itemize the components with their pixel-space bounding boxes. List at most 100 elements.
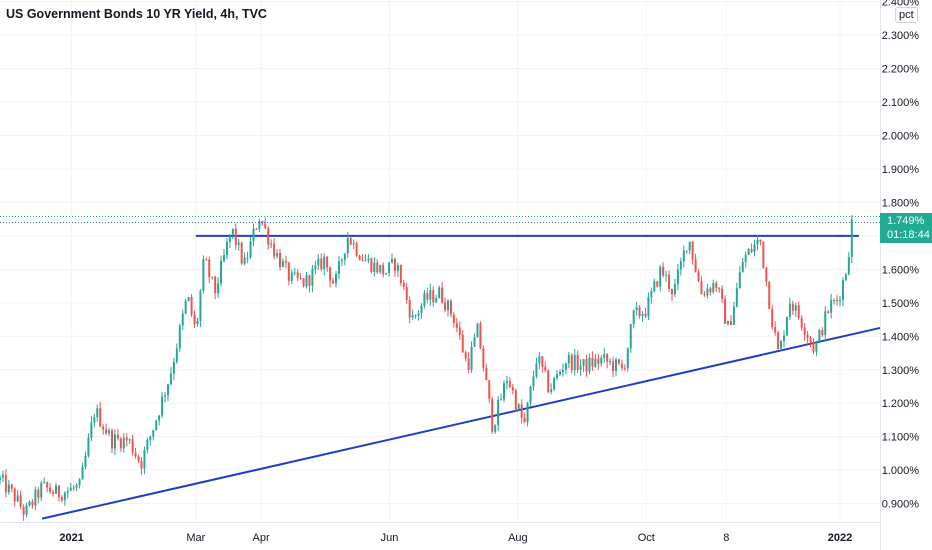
candle-body [470, 346, 473, 370]
candle-body [72, 487, 75, 489]
candle-body [783, 335, 785, 342]
candle-body [358, 255, 361, 260]
candle-body [523, 417, 526, 423]
candle-body [691, 241, 694, 260]
candle-body [727, 321, 729, 324]
candle-body [797, 305, 800, 319]
candle-body [4, 475, 7, 493]
candle-body [573, 354, 576, 371]
candle-body [388, 262, 391, 274]
candle-body [594, 358, 597, 367]
candle-body [735, 288, 738, 307]
candle-body [258, 221, 261, 230]
candle-body [517, 404, 520, 410]
candle-body [556, 374, 559, 379]
candle-body [108, 430, 111, 434]
y-tick-label: 0.900% [882, 499, 920, 511]
candle-body [709, 288, 712, 292]
candle-body [839, 299, 841, 301]
y-tick-label: 2.100% [882, 97, 920, 109]
candle-body [662, 266, 665, 276]
x-tick-label: Apr [252, 532, 269, 544]
candle-body [240, 242, 243, 264]
candle-body [376, 262, 379, 273]
candle-body [511, 387, 514, 391]
candle-body [488, 380, 491, 399]
candle-body [656, 281, 659, 287]
candle-body [500, 399, 503, 401]
candle-body [476, 323, 479, 338]
trend-lines[interactable] [41, 234, 881, 520]
unit-badge[interactable]: pct [895, 7, 918, 23]
candle-body [644, 313, 647, 317]
candle-body [612, 361, 615, 372]
candle-body [202, 259, 205, 291]
candle-body [346, 237, 349, 254]
candle-body [34, 489, 37, 506]
candle-body [809, 337, 812, 343]
candle-body [361, 259, 364, 261]
candle-body [25, 505, 28, 515]
candle-body [494, 425, 497, 432]
candle-body [225, 241, 228, 255]
candle-body [102, 426, 105, 430]
candle-body [541, 356, 544, 367]
candle-body [585, 359, 588, 372]
candle-body [119, 438, 122, 449]
candle-body [423, 293, 426, 306]
candle-body [214, 276, 217, 294]
candle-body [264, 223, 267, 229]
candle-body [603, 354, 606, 358]
candle-body [302, 278, 305, 287]
candle-body [379, 264, 382, 273]
candle-body [458, 327, 461, 335]
candle-body [152, 429, 155, 437]
candle-body [544, 366, 547, 371]
candle-body [367, 258, 370, 261]
candle-body [841, 280, 844, 300]
candle-body [479, 323, 482, 349]
candle-body [128, 439, 131, 441]
candle-body [771, 308, 774, 328]
candle-body [514, 390, 517, 410]
candle-body [255, 228, 258, 230]
candle-body [600, 357, 603, 364]
candle-body [1, 475, 4, 478]
bar-countdown: 01:18:44 [887, 229, 930, 241]
candle-body [382, 264, 385, 275]
candle-body [134, 452, 137, 457]
candle-body [455, 322, 458, 328]
y-tick-label: 2.200% [882, 64, 920, 76]
candle-body [791, 303, 794, 311]
candle-body [355, 243, 358, 256]
candle-body [449, 300, 452, 315]
candle-body [420, 305, 423, 314]
candle-body [349, 237, 352, 245]
candle-body [273, 243, 276, 257]
candle-body [149, 436, 152, 440]
y-tick-label: 2.000% [882, 131, 920, 143]
candle-body [267, 228, 270, 245]
candle-body [774, 327, 777, 333]
y-tick-label: 2.300% [882, 30, 920, 42]
candle-body [178, 325, 181, 349]
candle-body [158, 415, 161, 421]
candle-body [694, 259, 697, 272]
candle-body [405, 287, 408, 301]
candle-body [721, 288, 724, 299]
y-tick-label: 1.300% [882, 365, 920, 377]
x-tick-label: 8 [723, 532, 729, 544]
candle-body [305, 275, 308, 287]
candle-body [438, 287, 441, 298]
candle-body [576, 354, 579, 370]
candle-body [800, 318, 803, 328]
candle-body [46, 482, 49, 488]
candle-body [96, 408, 99, 418]
candle-body [688, 241, 691, 251]
candle-body [208, 259, 211, 278]
candle-body [697, 271, 700, 281]
candle-body [43, 482, 46, 484]
candle-body [609, 361, 612, 363]
